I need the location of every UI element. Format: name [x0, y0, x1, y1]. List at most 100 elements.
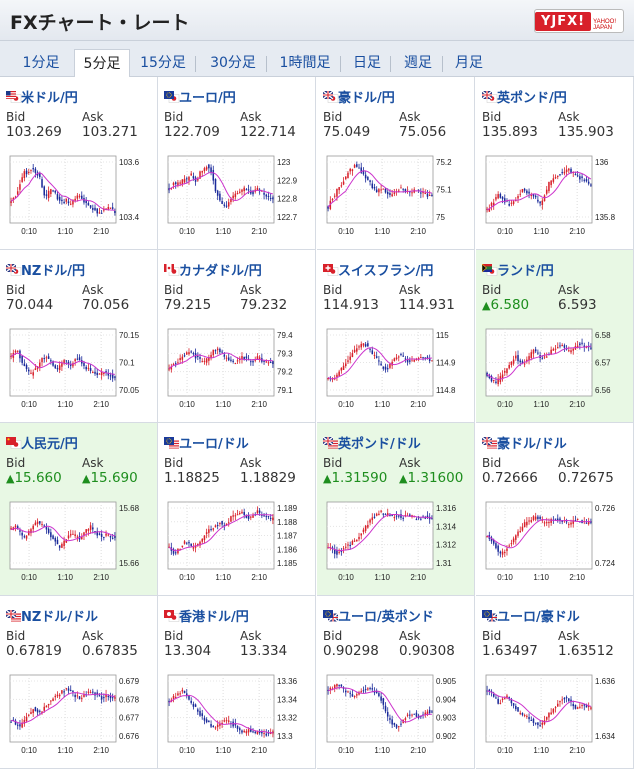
candle-body [420, 518, 422, 520]
candle-body [23, 719, 26, 724]
pair-link[interactable]: スイスフラン/円 [323, 260, 433, 279]
y-tick-label: 75.1 [436, 186, 452, 195]
rate-card[interactable]: 豪ドル/ドル Bid Ask 0.72666 0.72675 0.726 0.72… [476, 423, 634, 596]
candlestick-chart[interactable]: 0.679 0.678 0.677 0.676 0:10 1:10 2:10 [4, 672, 156, 756]
rate-card[interactable]: 人民元/円 Bid Ask ▲15.660 ▲15.690 15.68 15.66… [0, 423, 158, 596]
candlestick-chart[interactable]: 75.2 75.1 75 0:10 1:10 2:10 [321, 153, 473, 237]
candlestick-chart[interactable]: 70.15 70.1 70.05 0:10 1:10 2:10 [4, 326, 156, 410]
candlestick-chart[interactable]: 103.6 103.4 0:10 1:10 2:10 [4, 153, 156, 237]
rate-card[interactable]: NZドル/ドル Bid Ask 0.67819 0.67835 0.679 0.6… [0, 596, 158, 769]
pair-name: 英ポンド/円 [497, 91, 567, 106]
candle-body [375, 690, 378, 694]
candle-body [397, 515, 400, 517]
moving-average-line [486, 690, 592, 723]
candlestick-chart[interactable]: 0.726 0.724 0:10 1:10 2:10 [480, 499, 632, 583]
rate-card[interactable]: NZドル/円 Bid Ask 70.044 70.056 70.15 70.1 70… [0, 250, 158, 423]
rate-card[interactable]: 豪ドル/円 Bid Ask 75.049 75.056 75.2 75.1 75 0:… [317, 77, 475, 250]
pair-link[interactable]: 英ポンド/円 [481, 87, 567, 106]
y-tick-label: 70.05 [119, 386, 140, 395]
pair-link[interactable]: 豪ドル/円 [322, 87, 395, 106]
candlestick-chart[interactable]: 1.189 1.188 1.187 1.186 1.185 0:10 1:10 2:10 [162, 499, 314, 583]
tab-7[interactable]: 月足 [455, 55, 483, 71]
candlestick-chart[interactable]: 6.58 6.57 6.56 0:10 1:10 2:10 [480, 326, 632, 410]
candle-body [534, 722, 537, 724]
ask-label: Ask [558, 456, 580, 470]
pair-link[interactable]: 英ポンド/ドル [322, 433, 421, 452]
yjfx-logo[interactable]: YJFX! YAHOO! JAPAN [534, 9, 624, 33]
pair-link[interactable]: ユーロ/英ポンド [323, 606, 434, 625]
rate-card[interactable]: ユーロ/円 Bid Ask 122.709 122.714 123 122.9 12… [158, 77, 316, 250]
candlestick-chart[interactable]: 115 114.9 114.8 0:10 1:10 2:10 [321, 326, 473, 410]
candle-body [360, 343, 363, 348]
pair-link[interactable]: 香港ドル/円 [164, 606, 249, 625]
candle-body [424, 357, 427, 359]
candle-body [537, 516, 539, 520]
candle-body [188, 176, 190, 181]
tab-0[interactable]: 1分足 [22, 55, 60, 71]
tab-3[interactable]: 30分足 [210, 55, 256, 71]
candle-body [517, 196, 519, 199]
rate-card[interactable]: ランド/円 Bid Ask ▲6.580 6.593 6.58 6.57 6.56 0… [476, 250, 634, 423]
pair-link[interactable]: カナダドル/円 [164, 260, 262, 279]
pair-link[interactable]: 米ドル/円 [6, 87, 78, 106]
candle-body [47, 703, 50, 706]
y-tick-label: 123 [277, 158, 291, 167]
candlestick-chart[interactable]: 136 135.8 0:10 1:10 2:10 [480, 153, 632, 237]
candle-body [272, 517, 274, 521]
rate-card[interactable]: 英ポンド/円 Bid Ask 135.893 135.903 136 135.8 0… [476, 77, 634, 250]
moving-average-line [327, 347, 432, 380]
pair-link[interactable]: ユーロ/ドル [164, 433, 249, 452]
rate-card[interactable]: カナダドル/円 Bid Ask 79.215 79.232 79.4 79.3 79… [158, 250, 316, 423]
candlestick-chart[interactable]: 1.636 1.634 0:10 1:10 2:10 [480, 672, 632, 756]
ask-value: 1.63512 [558, 643, 614, 659]
tab-5[interactable]: 日足 [353, 55, 381, 71]
candlestick-chart[interactable]: 13.36 13.34 13.32 13.3 0:10 1:10 2:10 [162, 672, 314, 756]
candle-body [492, 379, 495, 381]
candle-body [227, 522, 230, 524]
candlestick-chart[interactable]: 123 122.9 122.8 122.7 0:10 1:10 2:10 [162, 153, 314, 237]
candlestick-chart[interactable]: 15.68 15.66 0:10 1:10 2:10 [4, 499, 156, 583]
rate-card[interactable]: ユーロ/英ポンド Bid Ask 0.90298 0.90308 0.905 0.… [317, 596, 475, 769]
candlestick-chart[interactable]: 0.905 0.904 0.903 0.902 0:10 1:10 2:10 [321, 672, 473, 756]
pair-link[interactable]: ユーロ/円 [164, 87, 236, 106]
y-tick-label: 1.636 [595, 677, 616, 686]
pair-link[interactable]: NZドル/円 [5, 260, 85, 279]
pair-link[interactable]: 人民元/円 [6, 433, 78, 452]
tab-1[interactable]: 5分足 [74, 49, 130, 78]
pair-link[interactable]: NZドル/ドル [5, 606, 98, 625]
candle-body [250, 729, 252, 732]
candle-body [199, 710, 201, 716]
candle-body [256, 730, 259, 735]
candlestick-chart[interactable]: 79.4 79.3 79.2 79.1 0:10 1:10 2:10 [162, 326, 314, 410]
tab-6[interactable]: 週足 [404, 55, 432, 71]
rate-card[interactable]: 英ポンド/ドル Bid Ask ▲1.31590 ▲1.31600 1.316 1… [317, 423, 475, 596]
candle-body [340, 185, 343, 187]
pair-link[interactable]: 豪ドル/ドル [481, 433, 567, 452]
candle-body [94, 207, 96, 211]
candle-body [395, 724, 398, 728]
candle-body [333, 685, 336, 689]
candle-body [111, 697, 114, 699]
candle-body [333, 195, 336, 197]
pair-link[interactable]: ユーロ/豪ドル [482, 606, 580, 625]
candle-body [188, 352, 190, 355]
candlestick-chart[interactable]: 1.316 1.314 1.312 1.31 0:10 1:10 2:10 [321, 499, 473, 583]
rate-card[interactable]: 香港ドル/円 Bid Ask 13.304 13.334 13.36 13.34 1… [158, 596, 316, 769]
candle-body [69, 689, 72, 691]
bid-label: Bid [6, 629, 26, 643]
rate-card[interactable]: スイスフラン/円 Bid Ask 114.913 114.931 115 114.… [317, 250, 475, 423]
candle-body [336, 683, 338, 687]
candle-body [19, 184, 21, 190]
rate-card[interactable]: ユーロ/ドル Bid Ask 1.18825 1.18829 1.189 1.18… [158, 423, 316, 596]
candle-body [174, 696, 177, 698]
tab-2[interactable]: 15分足 [140, 55, 186, 71]
currency-flag-icon [481, 90, 498, 103]
tab-4[interactable]: 1時間足 [279, 55, 331, 71]
pair-link[interactable]: ランド/円 [481, 260, 554, 279]
rate-card[interactable]: 米ドル/円 Bid Ask 103.269 103.271 103.6 103.4… [0, 77, 158, 250]
rate-card[interactable]: ユーロ/豪ドル Bid Ask 1.63497 1.63512 1.636 1.6… [476, 596, 634, 769]
chart-svg: 1.636 1.634 0:10 1:10 2:10 [485, 674, 616, 755]
candle-body [552, 348, 555, 351]
candle-body [78, 195, 81, 197]
candle-body [212, 349, 215, 356]
